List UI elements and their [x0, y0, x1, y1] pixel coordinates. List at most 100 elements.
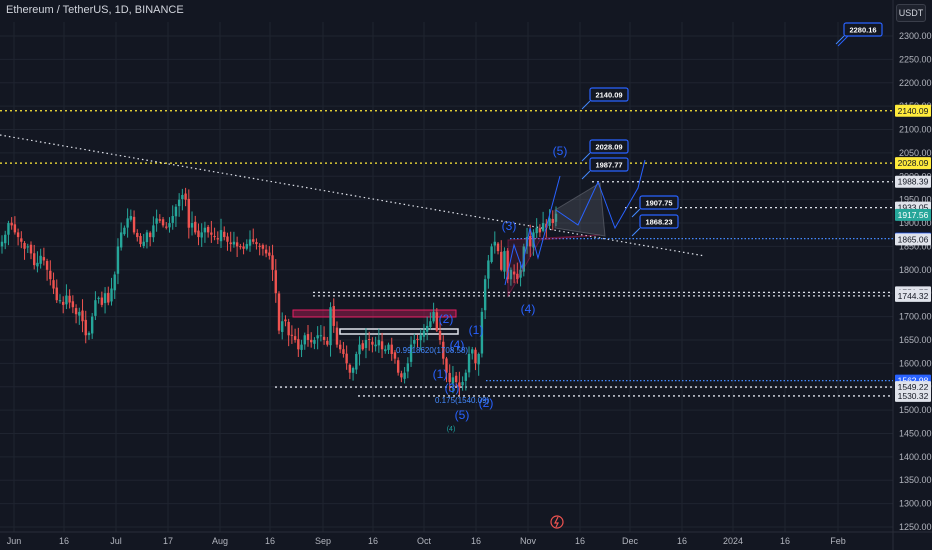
candle-body: [274, 270, 277, 294]
candle-body: [277, 293, 281, 331]
candle-body: [387, 344, 390, 350]
time-tick-label: 16: [575, 536, 585, 546]
price-tick-label: 2050.00: [899, 148, 932, 158]
candle-body: [335, 327, 339, 345]
price-tick-label: 1650.00: [899, 335, 932, 345]
candle-body: [119, 232, 123, 248]
candle-body: [290, 334, 294, 336]
price-badge: [895, 289, 931, 302]
candle-body: [390, 344, 393, 354]
wave-label: (3): [445, 381, 460, 395]
candle-body: [165, 226, 168, 228]
callout-pointer: [581, 100, 591, 110]
candle-body: [71, 301, 75, 308]
candle-body: [235, 242, 239, 247]
callout-label: 2140.09: [595, 91, 622, 100]
candle-body: [422, 330, 426, 337]
candle-body: [364, 339, 368, 349]
candle-body: [13, 224, 17, 233]
time-tick-label: Jun: [7, 536, 22, 546]
wave-label: (2): [479, 396, 494, 410]
candle-body: [219, 230, 223, 242]
candle-body: [33, 253, 36, 266]
candle-body: [338, 344, 342, 350]
candle-body: [126, 218, 129, 228]
candle-body: [81, 310, 84, 322]
price-tick-label: 1400.00: [899, 452, 932, 462]
time-tick-label: 16: [59, 536, 69, 546]
callout-box: [589, 87, 629, 102]
candle-body: [425, 325, 429, 332]
candle-body: [358, 344, 361, 355]
candle-body: [467, 353, 471, 373]
candle-body: [541, 223, 545, 231]
candle-body: [268, 252, 271, 256]
candle-body: [61, 301, 65, 305]
callout-pointer: [835, 35, 845, 45]
price-badge: [895, 389, 931, 402]
candle-body: [239, 246, 242, 248]
candle-body: [181, 194, 184, 200]
candle-body: [248, 239, 252, 246]
candle-body: [107, 292, 110, 303]
candle-body: [442, 341, 445, 359]
candle-body: [129, 216, 133, 220]
candle-body: [78, 311, 81, 316]
candle-body: [458, 382, 461, 387]
candle-body: [535, 227, 538, 234]
candle-body: [252, 239, 255, 242]
candle-body: [223, 231, 226, 238]
candle-body: [132, 216, 136, 233]
callout-box: [639, 195, 679, 210]
candle-body: [58, 300, 62, 302]
candle-body: [245, 244, 248, 249]
lightning-icon: [550, 515, 564, 529]
wave-label: (2): [439, 312, 454, 326]
candle-body: [332, 306, 335, 326]
wave-label: (1): [433, 367, 448, 381]
candle-body: [490, 246, 493, 262]
candle-body: [168, 223, 171, 228]
candle-body: [242, 246, 245, 249]
candle-body: [20, 238, 23, 242]
price-badge: [895, 175, 931, 188]
candle-body: [483, 279, 487, 311]
supply-zone-box: [292, 309, 457, 318]
candle-body: [480, 311, 484, 354]
candle-body: [406, 363, 410, 372]
candle-body: [519, 269, 522, 278]
candle-body: [322, 336, 326, 340]
price-tick-label: 2200.00: [899, 78, 932, 88]
candle-body: [393, 352, 397, 359]
candle-body: [94, 300, 97, 316]
price-tick-label: 2100.00: [899, 125, 932, 135]
candle-body: [380, 341, 384, 350]
currency-unit-button[interactable]: USDT: [896, 4, 926, 22]
price-badge-label: 1744.32: [898, 291, 929, 301]
candle-body: [232, 241, 236, 245]
price-badge: [895, 233, 931, 246]
time-tick-label: Dec: [622, 536, 639, 546]
candle-body: [110, 288, 113, 302]
wave-label: (5): [553, 144, 568, 158]
callout-label: 2280.16: [849, 26, 876, 35]
candle-body: [493, 241, 497, 246]
candle-body: [45, 261, 49, 270]
candle-body: [293, 336, 297, 340]
candle-body: [161, 219, 165, 226]
time-tick-label: Aug: [212, 536, 228, 546]
price-badge-label: 1865.06: [898, 234, 929, 244]
price-badge-label: 1917.56: [898, 210, 929, 220]
candle-body: [445, 358, 448, 373]
candle-body: [503, 251, 506, 272]
candle-body: [171, 216, 174, 223]
candle-body: [496, 243, 500, 252]
price-tick-label: 2250.00: [899, 54, 932, 64]
candle-body: [487, 260, 490, 279]
candle-body: [348, 364, 352, 373]
callout-label: 1868.23: [645, 218, 672, 227]
candle-body: [4, 234, 7, 244]
candle-body: [55, 287, 58, 301]
price-tick-label: 1350.00: [899, 475, 932, 485]
